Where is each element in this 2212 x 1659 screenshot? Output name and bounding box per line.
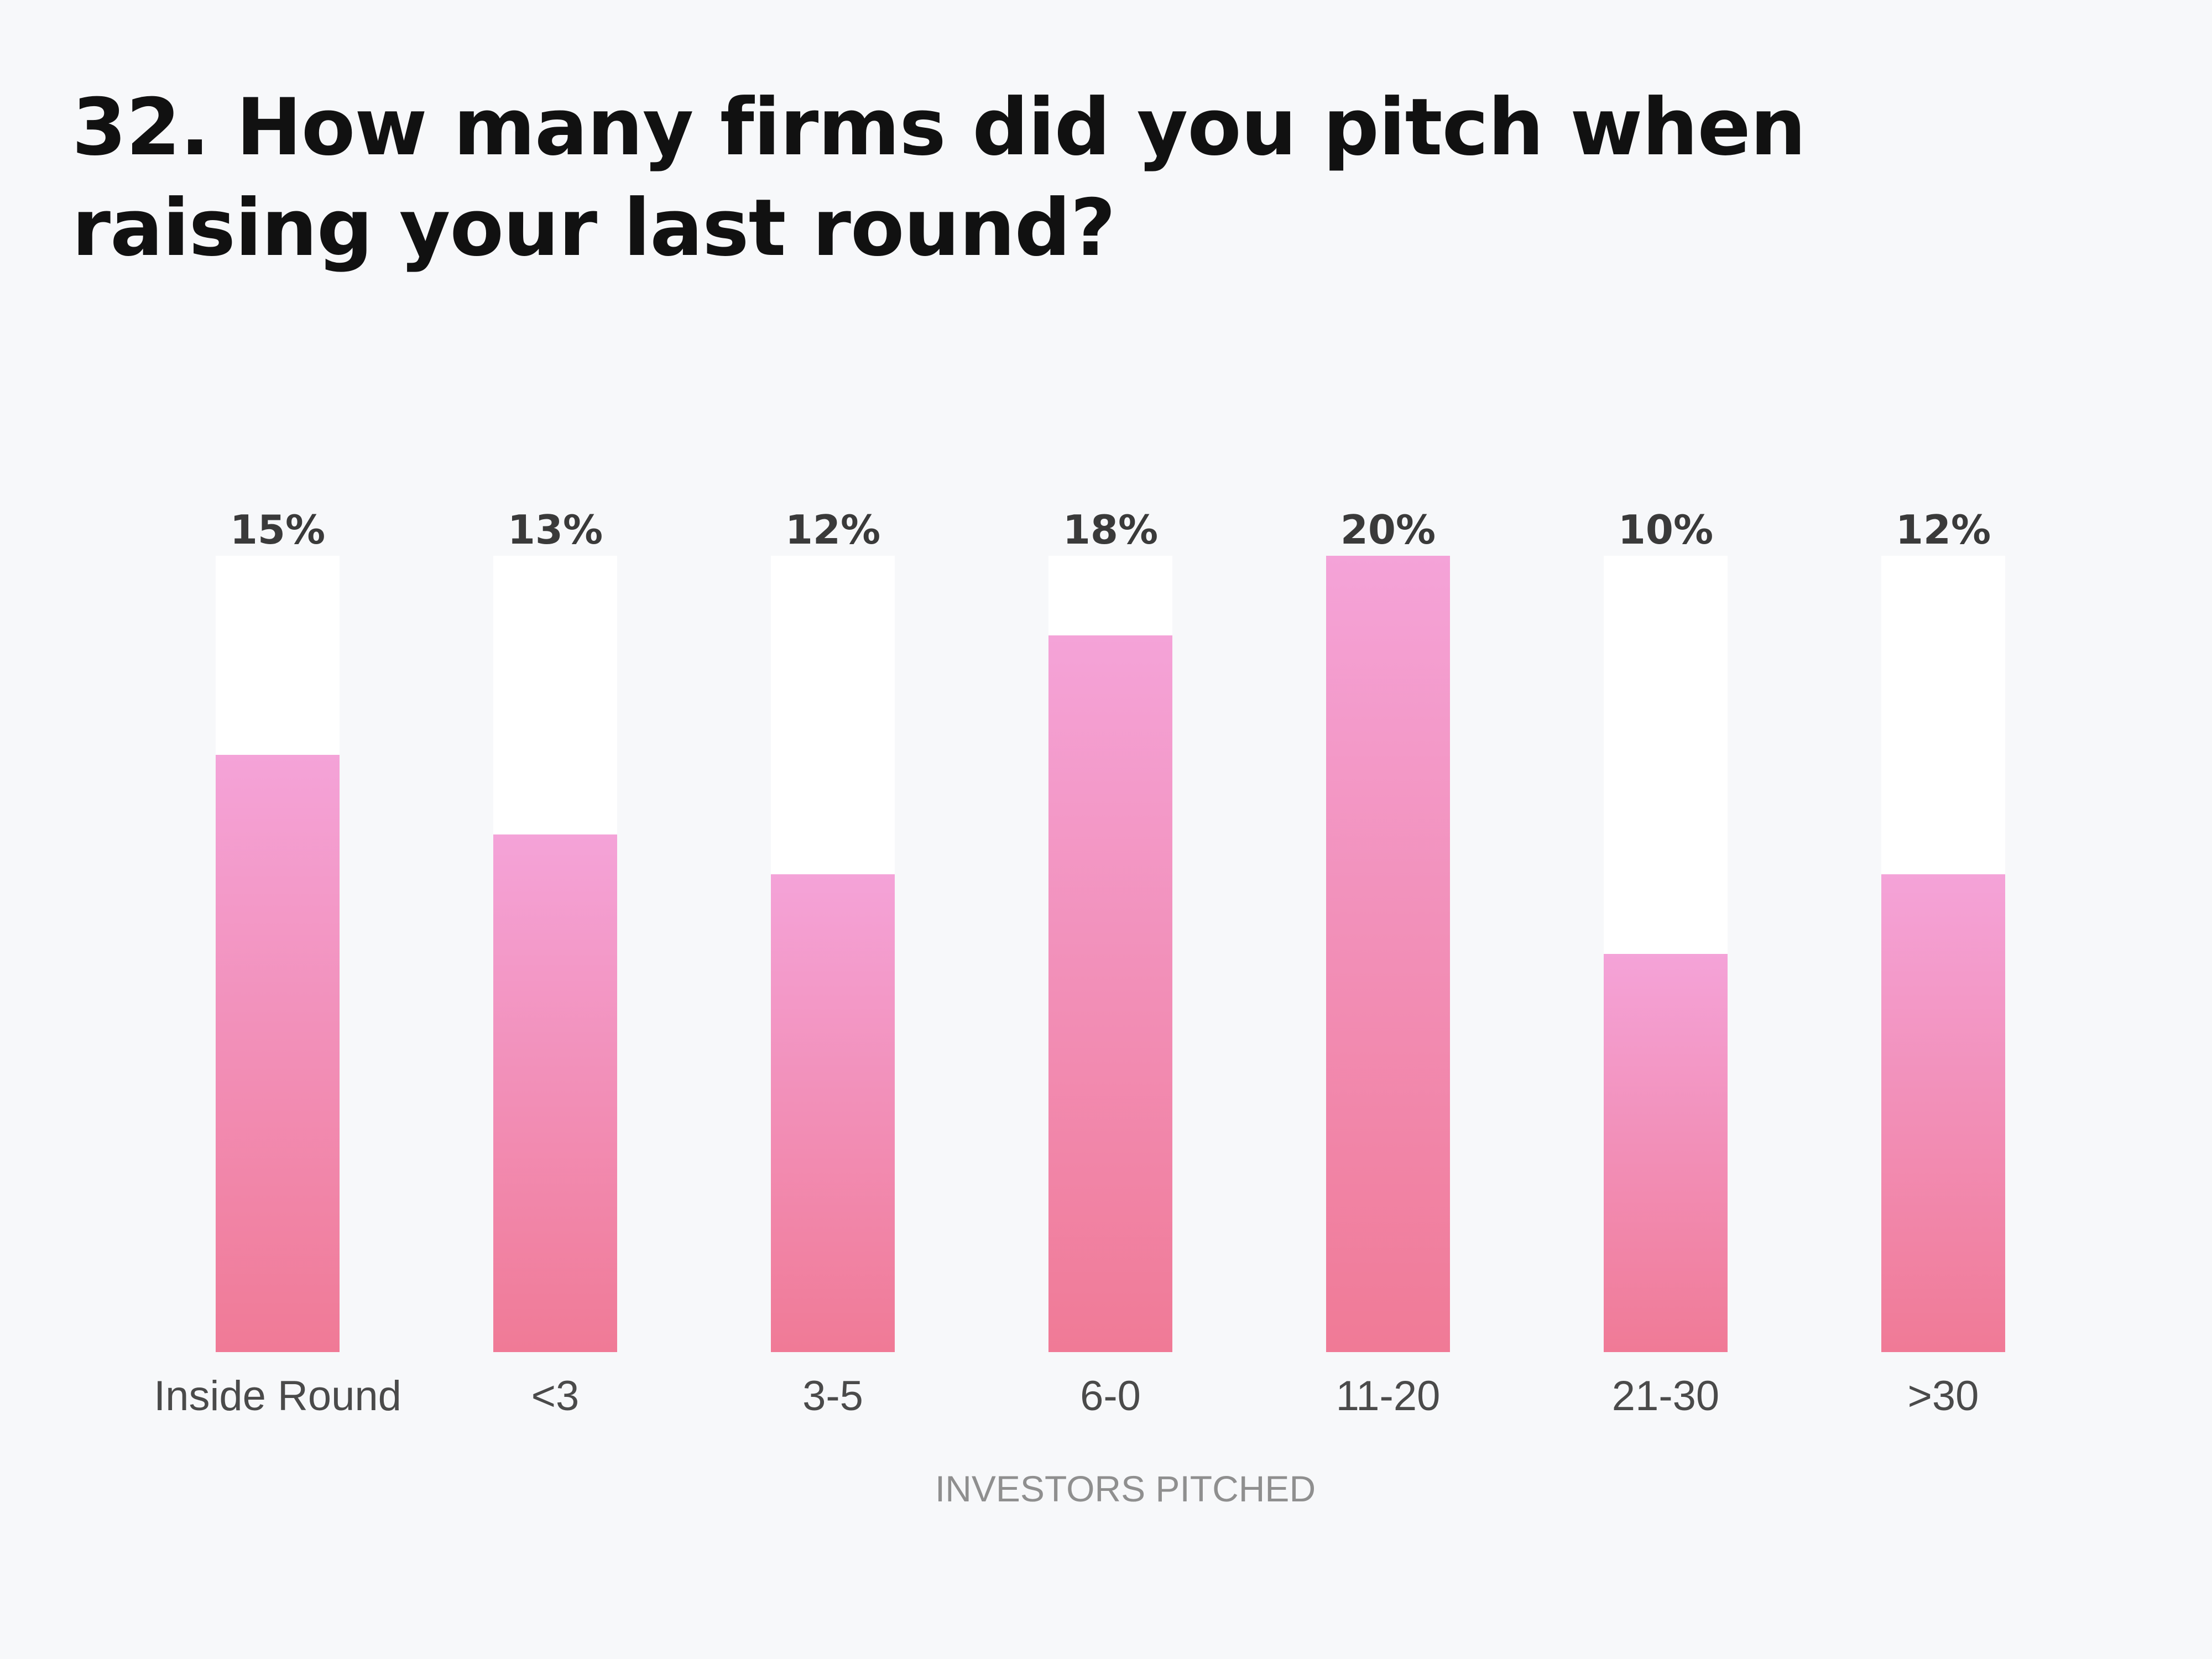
bar-inside-round [216, 755, 340, 1352]
category-label-inside-round: Inside Round [154, 1373, 401, 1420]
bar-11-20 [1326, 556, 1450, 1352]
value-label-6-0: 18% [1063, 507, 1158, 553]
value-label-21-30: 10% [1618, 507, 1713, 553]
bar-6-0 [1048, 635, 1172, 1352]
category-labels: Inside Round <3 3-5 6-0 11-20 21-30 >30 [154, 1373, 1979, 1420]
value-label-inside-round: 15% [230, 507, 325, 553]
category-label-11-20: 11-20 [1336, 1373, 1441, 1420]
value-labels: 15% 13% 12% 18% 20% 10% 12% [230, 507, 1991, 553]
category-label-6-0: 6-0 [1080, 1373, 1141, 1420]
value-label-11-20: 20% [1340, 507, 1436, 553]
value-label-3-5: 12% [785, 507, 880, 553]
bars [216, 556, 2005, 1352]
bar-30 [1881, 874, 2005, 1352]
category-label-3: <3 [531, 1373, 580, 1420]
category-label-21-30: 21-30 [1612, 1373, 1719, 1420]
bar-3 [493, 834, 617, 1352]
x-axis-label: INVESTORS PITCHED [935, 1468, 1316, 1509]
category-label-30: >30 [1908, 1373, 1979, 1420]
bar-3-5 [771, 874, 895, 1352]
value-label-3: 13% [508, 507, 603, 553]
bar-21-30 [1604, 954, 1728, 1352]
chart-title: 32. How many firms did you pitch when ra… [72, 82, 1806, 274]
category-label-3-5: 3-5 [802, 1373, 863, 1420]
value-label-30: 12% [1896, 507, 1991, 553]
